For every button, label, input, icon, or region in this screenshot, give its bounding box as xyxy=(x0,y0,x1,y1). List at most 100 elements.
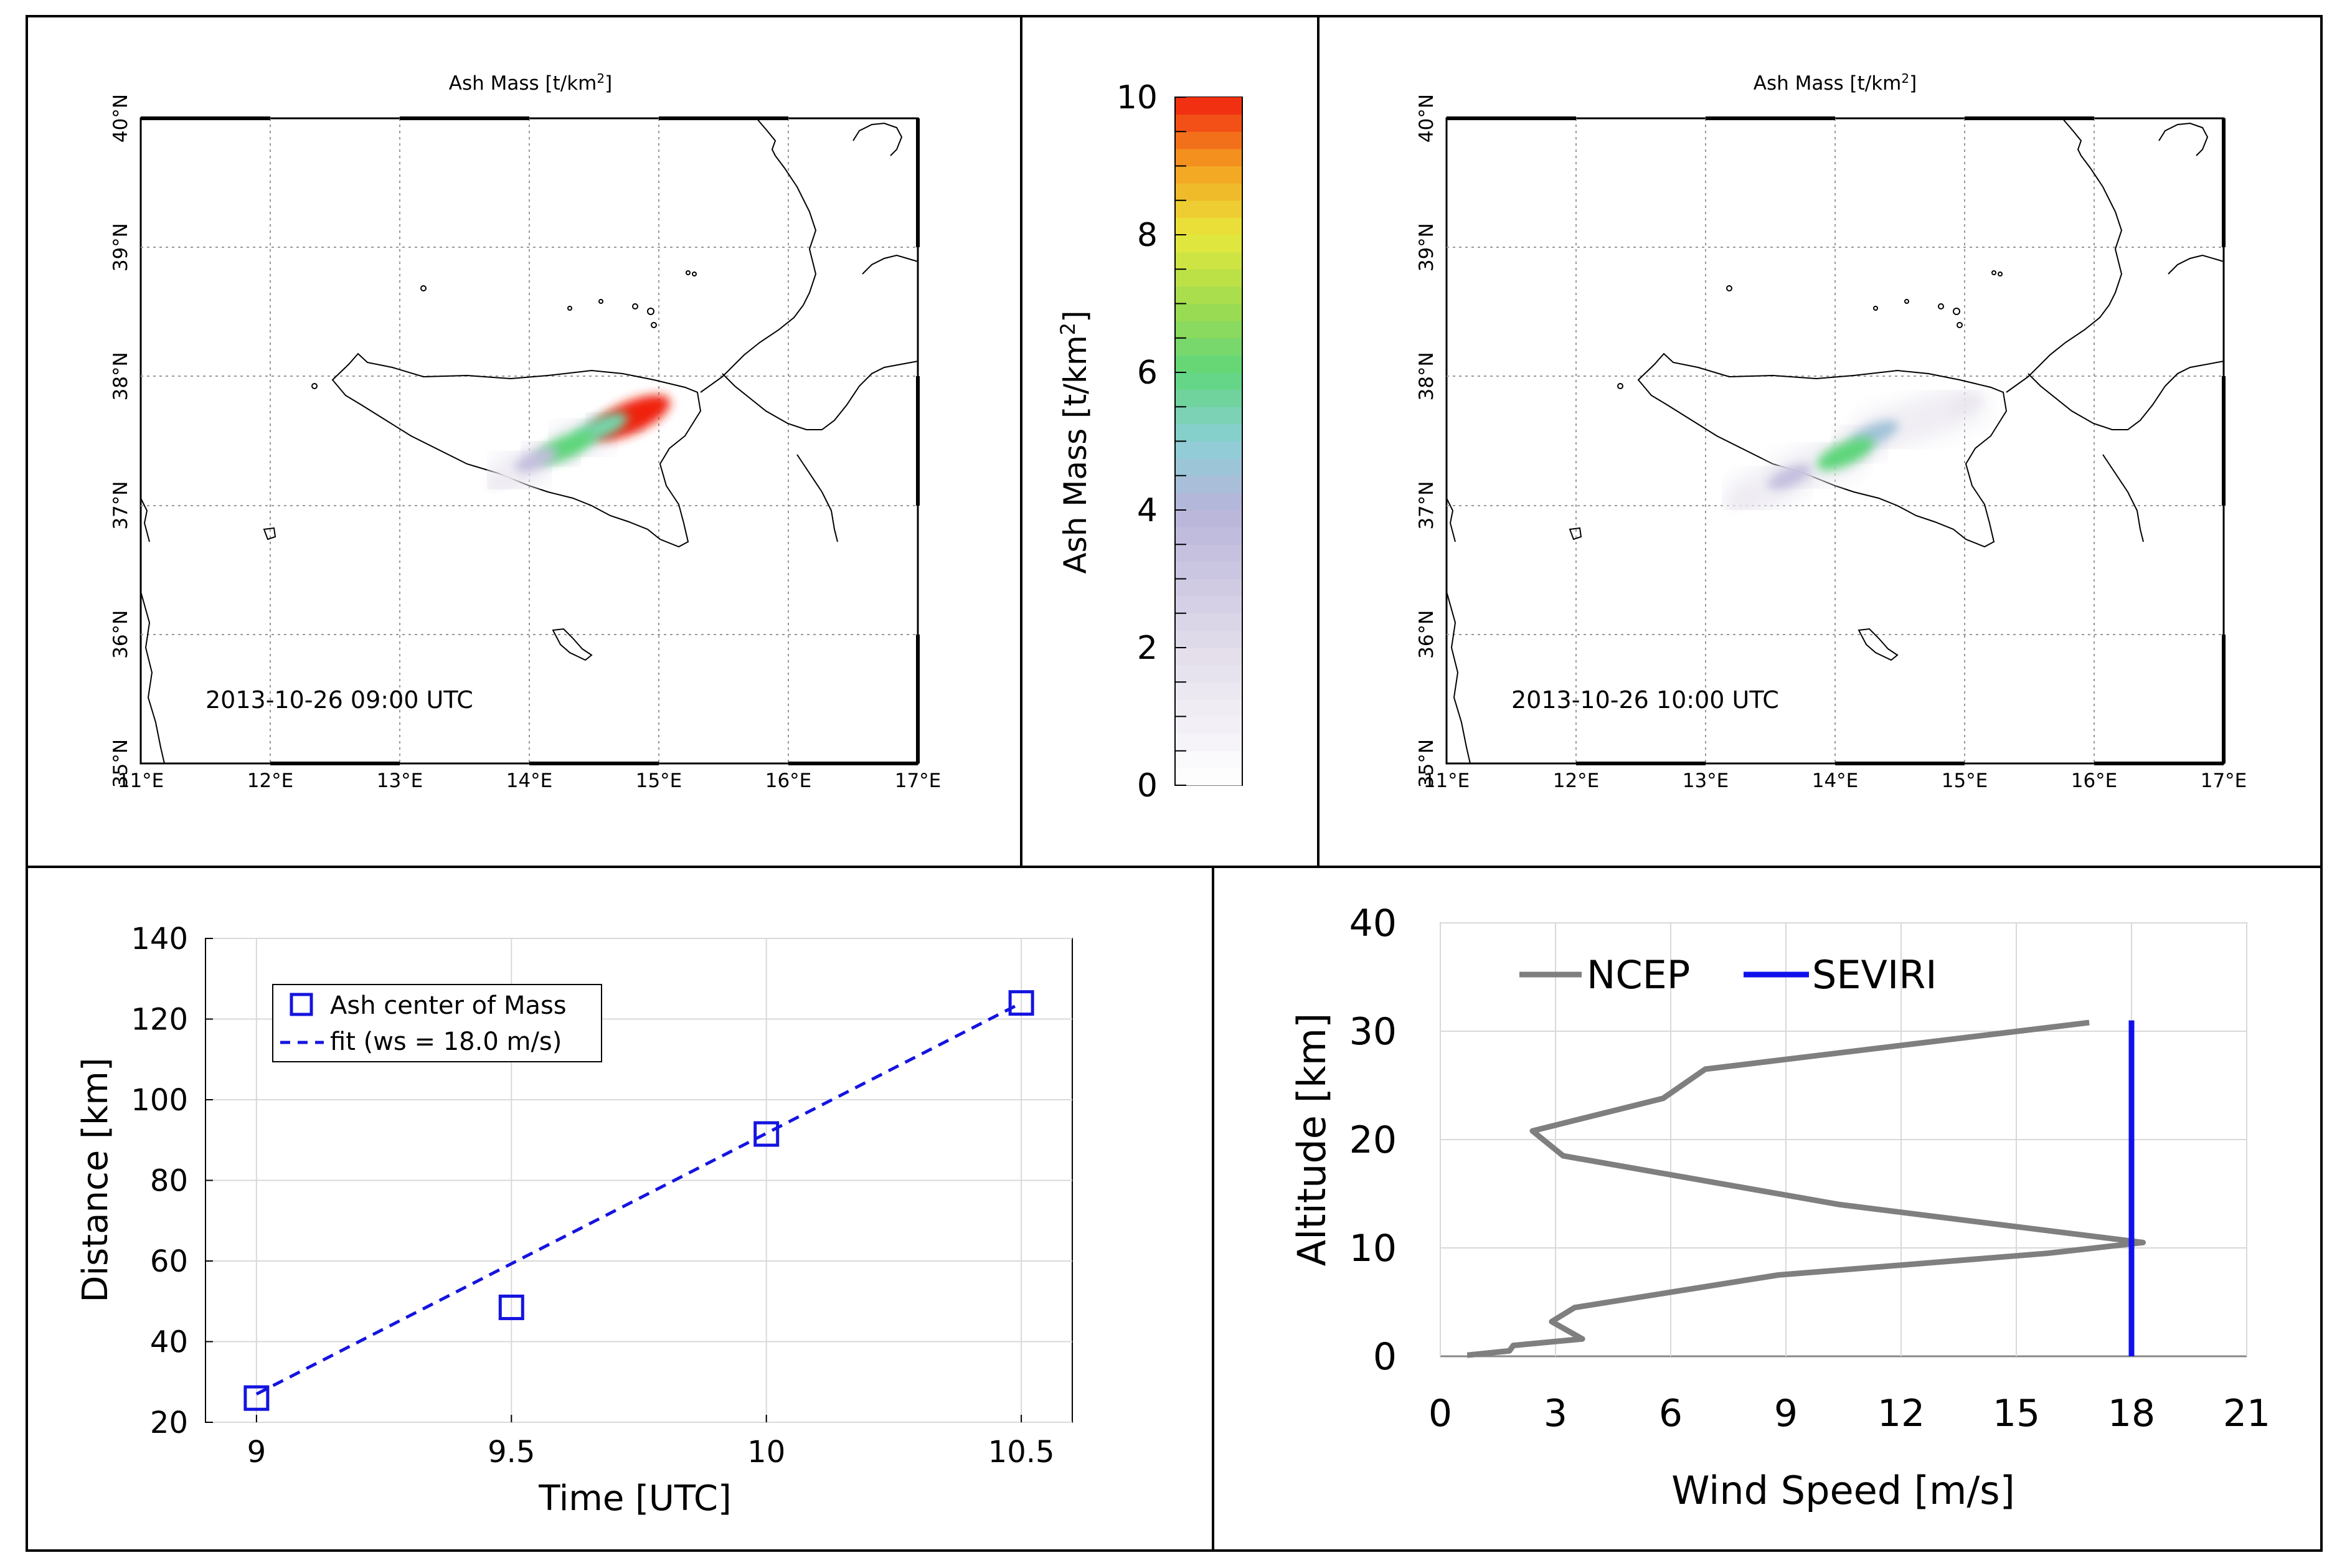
map-right-title: Ash Mass [t/km2] xyxy=(1754,71,1917,95)
map-right-y-tick-label: 38°N xyxy=(1415,352,1438,400)
colorbar-band xyxy=(1176,355,1242,373)
colorbar-band xyxy=(1176,200,1242,218)
map-left-timestamp: 2013-10-26 09:00 UTC xyxy=(205,686,473,714)
map-left-title: Ash Mass [t/km2] xyxy=(449,71,612,95)
map-right-ash-plume xyxy=(1722,382,1986,521)
ash-center-marker xyxy=(498,1294,524,1320)
colorbar-band xyxy=(1176,527,1242,545)
map-left-x-tick-labels: 11°E 12°E 13°E 14°E 15°E 16°E 17°E xyxy=(118,770,942,792)
wind-profile-y-tick-label: 20 xyxy=(1349,1118,1397,1162)
map-left-coastline xyxy=(140,118,918,764)
map-right-x-tick-label: 12°E xyxy=(1553,770,1600,792)
wind-profile-x-tick-label: 12 xyxy=(1877,1392,1925,1435)
map-left-frame-ticks xyxy=(141,116,920,765)
map-right-y-tick-label: 40°N xyxy=(1415,94,1438,143)
map-left-x-tick-label: 12°E xyxy=(247,770,294,792)
map-left-x-tick-label: 16°E xyxy=(765,770,812,792)
colorbar: 0 2 4 6 8 10 Ash Mass [t/km2] xyxy=(1056,79,1243,805)
distance-time-y-tick-label: 80 xyxy=(150,1164,188,1199)
distance-time-tick-labels: 9 9.5 10 10.5 20 40 60 80 100 120 140 xyxy=(131,922,1054,1470)
colorbar-band xyxy=(1176,458,1242,476)
ash-center-marker xyxy=(243,1385,270,1411)
map-right-x-tick-label: 15°E xyxy=(1942,770,1988,792)
wind-profile-x-tick-label: 18 xyxy=(2108,1392,2155,1435)
colorbar-tick-labels: 0 2 4 6 8 10 xyxy=(1117,79,1158,805)
ash-center-marker xyxy=(1008,990,1034,1016)
wind-profile-ylabel: Altitude [km] xyxy=(1289,1013,1334,1267)
colorbar-band xyxy=(1176,699,1242,717)
fit-line xyxy=(255,1001,1022,1396)
colorbar-band xyxy=(1176,389,1242,407)
wind-profile-y-tick-label: 0 xyxy=(1373,1335,1397,1379)
map-right-y-tick-label: 35°N xyxy=(1415,739,1438,788)
map-right-plume-core xyxy=(1729,490,1760,508)
colorbar-band xyxy=(1176,97,1242,115)
colorbar-band xyxy=(1176,441,1242,459)
colorbar-band xyxy=(1176,114,1242,132)
distance-time-series xyxy=(243,990,1034,1411)
colorbar-band xyxy=(1176,544,1242,562)
colorbar-band xyxy=(1176,183,1242,201)
map-right-y-tick-label: 37°N xyxy=(1415,481,1438,530)
colorbar-band xyxy=(1176,579,1242,597)
distance-time-y-tick-label: 100 xyxy=(131,1083,188,1118)
colorbar-band xyxy=(1176,235,1242,253)
map-right: Ash Mass [t/km2] xyxy=(1415,71,2247,792)
map-right-x-tick-label: 14°E xyxy=(1812,770,1859,792)
wind-profile-chart: 0 3 6 9 12 15 18 21 0 10 20 30 40 Wind Speed [m/s] A… xyxy=(1289,902,2270,1513)
colorbar-tick-label: 8 xyxy=(1137,217,1158,254)
colorbar-band xyxy=(1176,303,1242,321)
colorbar-band xyxy=(1176,510,1242,528)
map-left-y-tick-label: 35°N xyxy=(110,739,132,788)
colorbar-band xyxy=(1176,148,1242,166)
distance-time-y-tick-label: 20 xyxy=(150,1405,188,1440)
wind-profile-xlabel: Wind Speed [m/s] xyxy=(1671,1468,2015,1513)
distance-time-ylabel: Distance [km] xyxy=(75,1057,116,1302)
map-right-gridlines xyxy=(1447,118,2224,763)
map-left-x-tick-label: 14°E xyxy=(506,770,553,792)
ash-center-marker xyxy=(753,1121,780,1147)
colorbar-band xyxy=(1176,648,1242,666)
distance-time-y-tick-label: 40 xyxy=(150,1325,188,1360)
colorbar-band xyxy=(1176,613,1242,631)
map-right-y-tick-labels: 35°N 36°N 37°N 38°N 39°N 40°N xyxy=(1415,94,1438,788)
distance-time-chart: 9 9.5 10 10.5 20 40 60 80 100 120 140 Time [UTC] D… xyxy=(75,922,1073,1519)
colorbar-band xyxy=(1176,407,1242,425)
map-right-x-tick-label: 17°E xyxy=(2201,770,2247,792)
colorbar-tick-label: 4 xyxy=(1137,492,1158,529)
colorbar-band xyxy=(1176,475,1242,493)
colorbar-band xyxy=(1176,561,1242,579)
map-left-plume-core xyxy=(488,471,519,489)
colorbar-tick-label: 10 xyxy=(1117,79,1158,116)
distance-time-x-tick-label: 9.5 xyxy=(488,1435,535,1470)
legend-label-ncep: NCEP xyxy=(1587,952,1690,998)
map-left-x-tick-label: 11°E xyxy=(118,770,164,792)
distance-time-y-tick-label: 140 xyxy=(131,922,188,956)
colorbar-band xyxy=(1176,131,1242,149)
map-left-y-tick-labels: 35°N 36°N 37°N 38°N 39°N 40°N xyxy=(110,94,132,788)
map-right-x-tick-label: 11°E xyxy=(1423,770,1470,792)
distance-time-legend: Ash center of Mass fit (ws = 18.0 m/s) xyxy=(272,984,602,1062)
map-left-x-tick-label: 15°E xyxy=(636,770,682,792)
legend-label-ash-center: Ash center of Mass xyxy=(330,991,567,1020)
wind-profile-x-tick-label: 9 xyxy=(1774,1392,1798,1435)
map-left-y-tick-label: 37°N xyxy=(110,481,132,530)
map-left-y-tick-label: 38°N xyxy=(110,352,132,400)
wind-profile-y-tick-label: 10 xyxy=(1349,1227,1397,1270)
wind-profile-legend: NCEP SEVIRI xyxy=(1519,952,1937,998)
wind-profile-y-tick-label: 30 xyxy=(1349,1010,1397,1054)
colorbar-tick-label: 2 xyxy=(1137,630,1158,667)
map-right-frame-ticks xyxy=(1447,116,2226,765)
colorbar-band xyxy=(1176,286,1242,304)
colorbar-band xyxy=(1176,716,1242,734)
map-right-y-tick-label: 36°N xyxy=(1415,610,1438,659)
colorbar-band xyxy=(1176,596,1242,614)
map-left-x-tick-label: 17°E xyxy=(895,770,942,792)
map-left-y-tick-label: 40°N xyxy=(110,94,132,143)
distance-time-y-tick-label: 120 xyxy=(131,1003,188,1037)
distance-time-x-tick-label: 9 xyxy=(247,1435,267,1470)
map-left-x-tick-label: 13°E xyxy=(377,770,423,792)
colorbar-band xyxy=(1176,493,1242,511)
colorbar-bands xyxy=(1176,97,1242,786)
